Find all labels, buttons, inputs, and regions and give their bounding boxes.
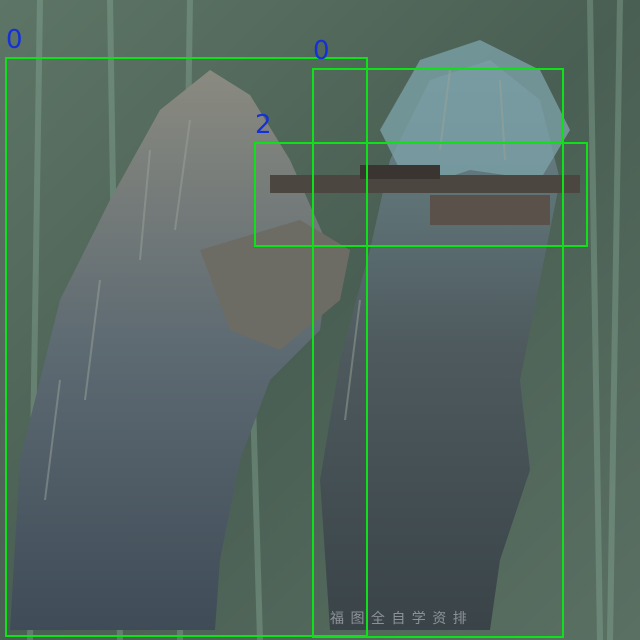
ghillie-strands [44, 69, 506, 501]
class-label-rifle: 2 [255, 110, 272, 140]
bounding-box-person-left [5, 57, 368, 637]
watermark-text: 福 图 全 自 学 资 排 [330, 611, 468, 627]
class-label-person-left: 0 [6, 25, 23, 55]
class-label-person-right: 0 [313, 36, 330, 66]
ghillie-figure-right-hood [380, 40, 570, 190]
rifle-barrel [270, 175, 580, 193]
bounding-box-rifle [254, 142, 588, 247]
ghillie-figure-left [10, 70, 330, 630]
bounding-box-person-right [312, 68, 564, 638]
rifle-stock [430, 195, 550, 225]
rifle-scope [360, 165, 440, 179]
